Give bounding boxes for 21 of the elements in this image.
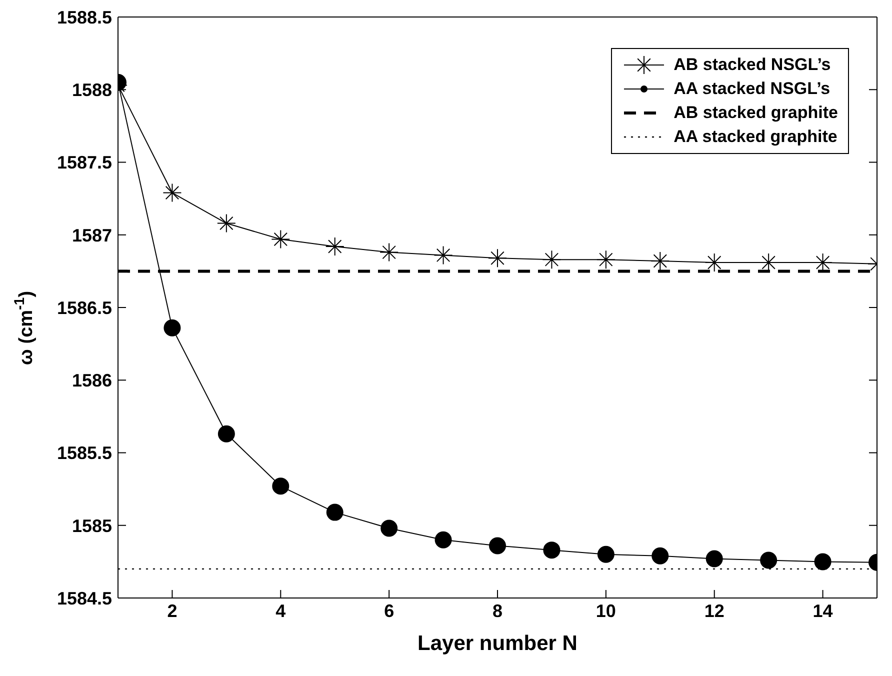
legend-label: AA stacked graphite [674,127,838,147]
x-tick-label: 4 [276,600,286,621]
legend-label: AB stacked NSGL’s [674,55,831,75]
x-tick-label: 14 [812,600,833,621]
y-tick-label: 1585.5 [56,443,112,464]
x-tick-label: 12 [704,600,724,621]
y-tick-label: 1586.5 [56,298,112,318]
y-tick-label: 1588.5 [56,7,112,28]
legend-label: AA stacked NSGL’s [674,79,830,99]
y-tick-label: 1587 [72,225,112,246]
y-tick-label: 1588 [72,80,112,100]
y-tick-label: 1586 [72,370,112,391]
x-axis-title: Layer number N [418,632,578,655]
x-tick-label: 10 [596,600,616,621]
x-tick-label: 8 [492,600,503,621]
y-tick-label: 1585 [72,516,112,536]
x-tick-label: 6 [384,600,394,621]
x-tick-label: 2 [167,600,178,621]
legend-label: AB stacked graphite [674,103,838,123]
y-tick-label: 1587.5 [56,152,112,173]
y-tick-label: 1584.5 [56,588,112,608]
